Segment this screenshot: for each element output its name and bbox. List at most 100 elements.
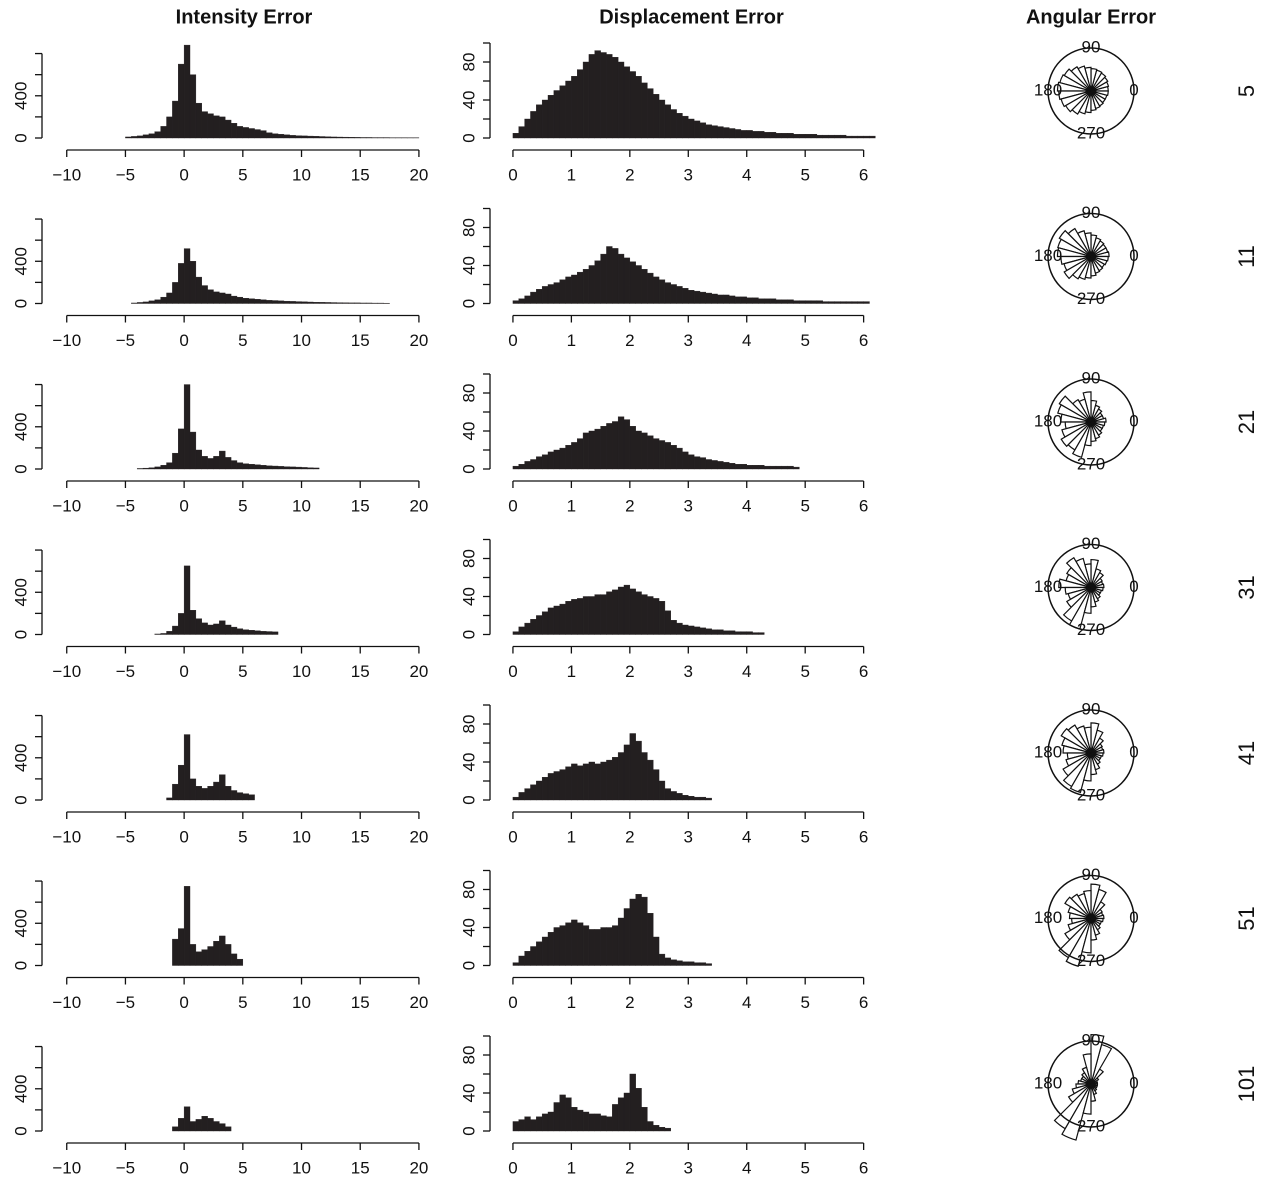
histogram-bar xyxy=(811,301,817,304)
histogram-bar xyxy=(571,76,577,138)
x-tick-label: 0 xyxy=(179,165,188,184)
angle-label: 180 xyxy=(1034,908,1062,927)
histogram-bar xyxy=(770,299,776,304)
histogram-bar xyxy=(688,119,694,138)
histogram-bar xyxy=(595,429,601,469)
x-tick-label: 15 xyxy=(351,993,370,1012)
histogram-bar xyxy=(601,254,607,303)
histogram-bar xyxy=(190,944,196,965)
histogram-bar xyxy=(249,795,255,800)
x-tick-label: −5 xyxy=(116,993,135,1012)
histogram-bar xyxy=(172,101,178,138)
histogram-bar xyxy=(149,134,155,138)
histogram-bar xyxy=(653,94,659,138)
y-tick-label: 40 xyxy=(459,587,478,606)
histogram-bar xyxy=(196,450,202,469)
histogram-bar xyxy=(776,466,782,469)
histogram-bar xyxy=(700,292,706,303)
x-tick-label: 2 xyxy=(625,662,634,681)
histogram-bar xyxy=(296,467,302,469)
histogram-bar xyxy=(671,110,677,139)
x-tick-label: 1 xyxy=(567,496,576,515)
histogram-bar xyxy=(688,455,694,469)
histogram-bar xyxy=(554,606,560,635)
y-tick-label: 80 xyxy=(459,53,478,72)
histogram-bar xyxy=(840,135,846,138)
histogram-bar xyxy=(178,929,184,966)
histogram-bar xyxy=(706,125,712,138)
histogram-bar xyxy=(718,630,724,635)
histogram-bar xyxy=(213,116,219,138)
histogram-bar xyxy=(712,460,718,469)
histogram-bar xyxy=(729,463,735,469)
histogram-bar xyxy=(606,423,612,469)
histogram-bar xyxy=(560,86,566,138)
histogram-bar xyxy=(618,587,624,635)
histogram-bar xyxy=(630,262,636,304)
y-tick-label: 0 xyxy=(11,630,30,639)
histogram-bar xyxy=(213,941,219,965)
histogram-bar xyxy=(143,302,149,304)
histogram-bar xyxy=(513,466,519,469)
histogram-bar xyxy=(647,597,653,635)
histogram-bar xyxy=(571,920,577,966)
x-tick-label: 5 xyxy=(800,165,809,184)
y-tick-label: 80 xyxy=(459,549,478,568)
histogram-bar xyxy=(161,465,167,469)
histogram-bar xyxy=(548,932,554,965)
histogram-bar xyxy=(823,135,829,138)
histogram-bar xyxy=(178,64,184,138)
histogram-bar xyxy=(700,628,706,635)
histogram-bar xyxy=(566,923,572,966)
histogram-bar xyxy=(525,461,531,469)
histogram-bar xyxy=(519,956,525,966)
angle-label: 180 xyxy=(1034,80,1062,99)
histogram-bar xyxy=(735,632,741,635)
row-label: 31 xyxy=(1234,575,1259,599)
histogram-bar xyxy=(530,619,536,634)
histogram-bar xyxy=(284,135,290,138)
x-tick-label: 6 xyxy=(859,496,868,515)
histogram-bar xyxy=(577,70,583,138)
x-tick-label: 0 xyxy=(508,331,517,350)
histogram-bar xyxy=(196,619,202,635)
x-tick-label: 10 xyxy=(292,496,311,515)
histogram-bar xyxy=(601,53,607,139)
histogram-bar xyxy=(225,294,231,304)
histogram-bar xyxy=(677,113,683,138)
angle-label: 90 xyxy=(1082,203,1101,222)
histogram-bar xyxy=(805,134,811,138)
histogram-bar xyxy=(536,942,542,966)
x-tick-label: 20 xyxy=(409,165,428,184)
histogram-bar xyxy=(799,301,805,304)
histogram-bar xyxy=(554,450,560,469)
histogram-bar xyxy=(718,127,724,138)
histogram-bar xyxy=(196,1119,202,1131)
angle-label: 90 xyxy=(1082,865,1101,884)
histogram-bar xyxy=(758,465,764,469)
histogram-bar xyxy=(360,303,366,304)
histogram-bar xyxy=(589,266,595,304)
histogram-bar xyxy=(519,299,525,304)
histogram-bar xyxy=(583,597,589,635)
histogram-bar xyxy=(764,132,770,138)
histogram-bar xyxy=(343,137,349,138)
histogram-bar xyxy=(595,764,601,800)
histogram-bar xyxy=(172,939,178,965)
x-tick-label: 6 xyxy=(859,662,868,681)
histogram-bar xyxy=(172,784,178,800)
histogram-bar xyxy=(647,89,653,138)
histogram-bar xyxy=(869,136,875,138)
histogram-bar xyxy=(155,300,161,304)
histogram-bar xyxy=(190,779,196,800)
histogram-bar xyxy=(266,632,272,635)
histogram-bar xyxy=(196,952,202,966)
histogram-bar xyxy=(213,1122,219,1132)
histogram-bar xyxy=(525,951,531,965)
histogram-bar xyxy=(682,795,688,800)
histogram-bar xyxy=(712,294,718,304)
histogram-bar xyxy=(519,464,525,469)
histogram-bar xyxy=(155,467,161,469)
histogram-bar xyxy=(566,1098,572,1131)
histogram-bar xyxy=(143,135,149,138)
